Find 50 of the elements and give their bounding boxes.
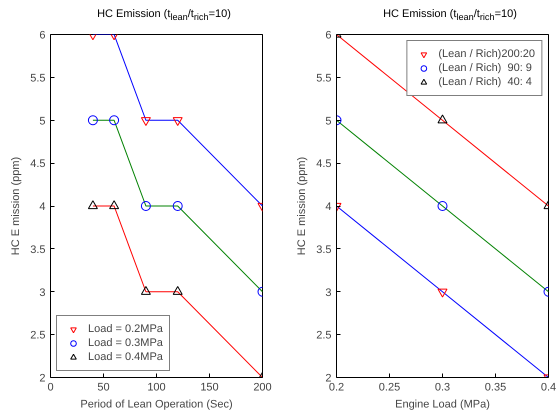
x-axis-title: Period of Lean Operation (Sec) bbox=[80, 398, 233, 410]
point bbox=[140, 117, 151, 126]
x-tick-label: 0.4 bbox=[540, 382, 556, 394]
y-tick-label: 5 bbox=[39, 115, 46, 128]
point bbox=[172, 286, 183, 295]
legend-label: Load = 0.3MPa bbox=[88, 336, 163, 350]
point bbox=[88, 200, 98, 210]
x-tick-label: 0.3 bbox=[434, 382, 450, 394]
y-tick-label: 2 bbox=[325, 372, 332, 384]
x-tick-label: 0.2 bbox=[328, 382, 344, 394]
x-tick-label: 100 bbox=[147, 382, 166, 394]
y-tick-label: 4 bbox=[39, 201, 46, 213]
y-tick-label: 5.5 bbox=[30, 72, 46, 84]
point bbox=[88, 115, 98, 126]
point bbox=[172, 117, 183, 126]
y-axis-title: HC E mission (ppm) bbox=[10, 156, 22, 256]
x-tick-label: 0.25 bbox=[378, 382, 400, 394]
x-tick-label: 200 bbox=[253, 382, 272, 394]
y-tick-label: 3.5 bbox=[30, 244, 46, 256]
legend-label: Load = 0.2MPa bbox=[88, 322, 163, 336]
y-tick-label: 3 bbox=[325, 286, 332, 299]
y-tick-label: 3.5 bbox=[316, 244, 332, 256]
chart-title: HC Emission (t$_{lean}$/t$_{rich}$=10) bbox=[382, 7, 518, 24]
x-tick-label: 150 bbox=[200, 382, 219, 394]
y-tick-label: 3 bbox=[39, 286, 46, 299]
y-tick-label: 4.5 bbox=[316, 158, 332, 170]
y-tick-label: 5 bbox=[325, 115, 332, 128]
point bbox=[140, 286, 151, 295]
y-axis-title: HC E mission (ppm) bbox=[296, 156, 308, 256]
legend-label: (Lean / Rich)200:20 bbox=[438, 47, 535, 61]
point bbox=[109, 200, 120, 210]
y-tick-label: 6 bbox=[325, 30, 332, 42]
y-tick-label: 2 bbox=[39, 372, 46, 384]
y-tick-label: 2.5 bbox=[316, 330, 332, 342]
point bbox=[109, 115, 120, 126]
x-tick-label: 0 bbox=[47, 382, 54, 394]
y-tick-label: 6 bbox=[39, 30, 46, 42]
legend-label: (Lean / Rich) 90: 9 bbox=[438, 61, 532, 75]
x-tick-label: 50 bbox=[97, 382, 110, 394]
x-tick-label: 0.35 bbox=[484, 382, 506, 394]
y-tick-label: 5.5 bbox=[316, 72, 332, 84]
chart-title: HC Emission (t$_{lean}$/t$_{rich}$=10) bbox=[96, 7, 232, 24]
y-tick-label: 4.5 bbox=[30, 158, 46, 170]
point bbox=[172, 201, 183, 211]
legend-label: Load = 0.4MPa bbox=[88, 350, 163, 364]
y-tick-label: 2.5 bbox=[30, 330, 46, 342]
x-axis-title: Engine Load (MPa) bbox=[395, 398, 490, 410]
y-tick-label: 4 bbox=[325, 201, 332, 213]
point bbox=[140, 201, 151, 211]
legend-label: (Lean / Rich) 40: 4 bbox=[438, 75, 532, 89]
